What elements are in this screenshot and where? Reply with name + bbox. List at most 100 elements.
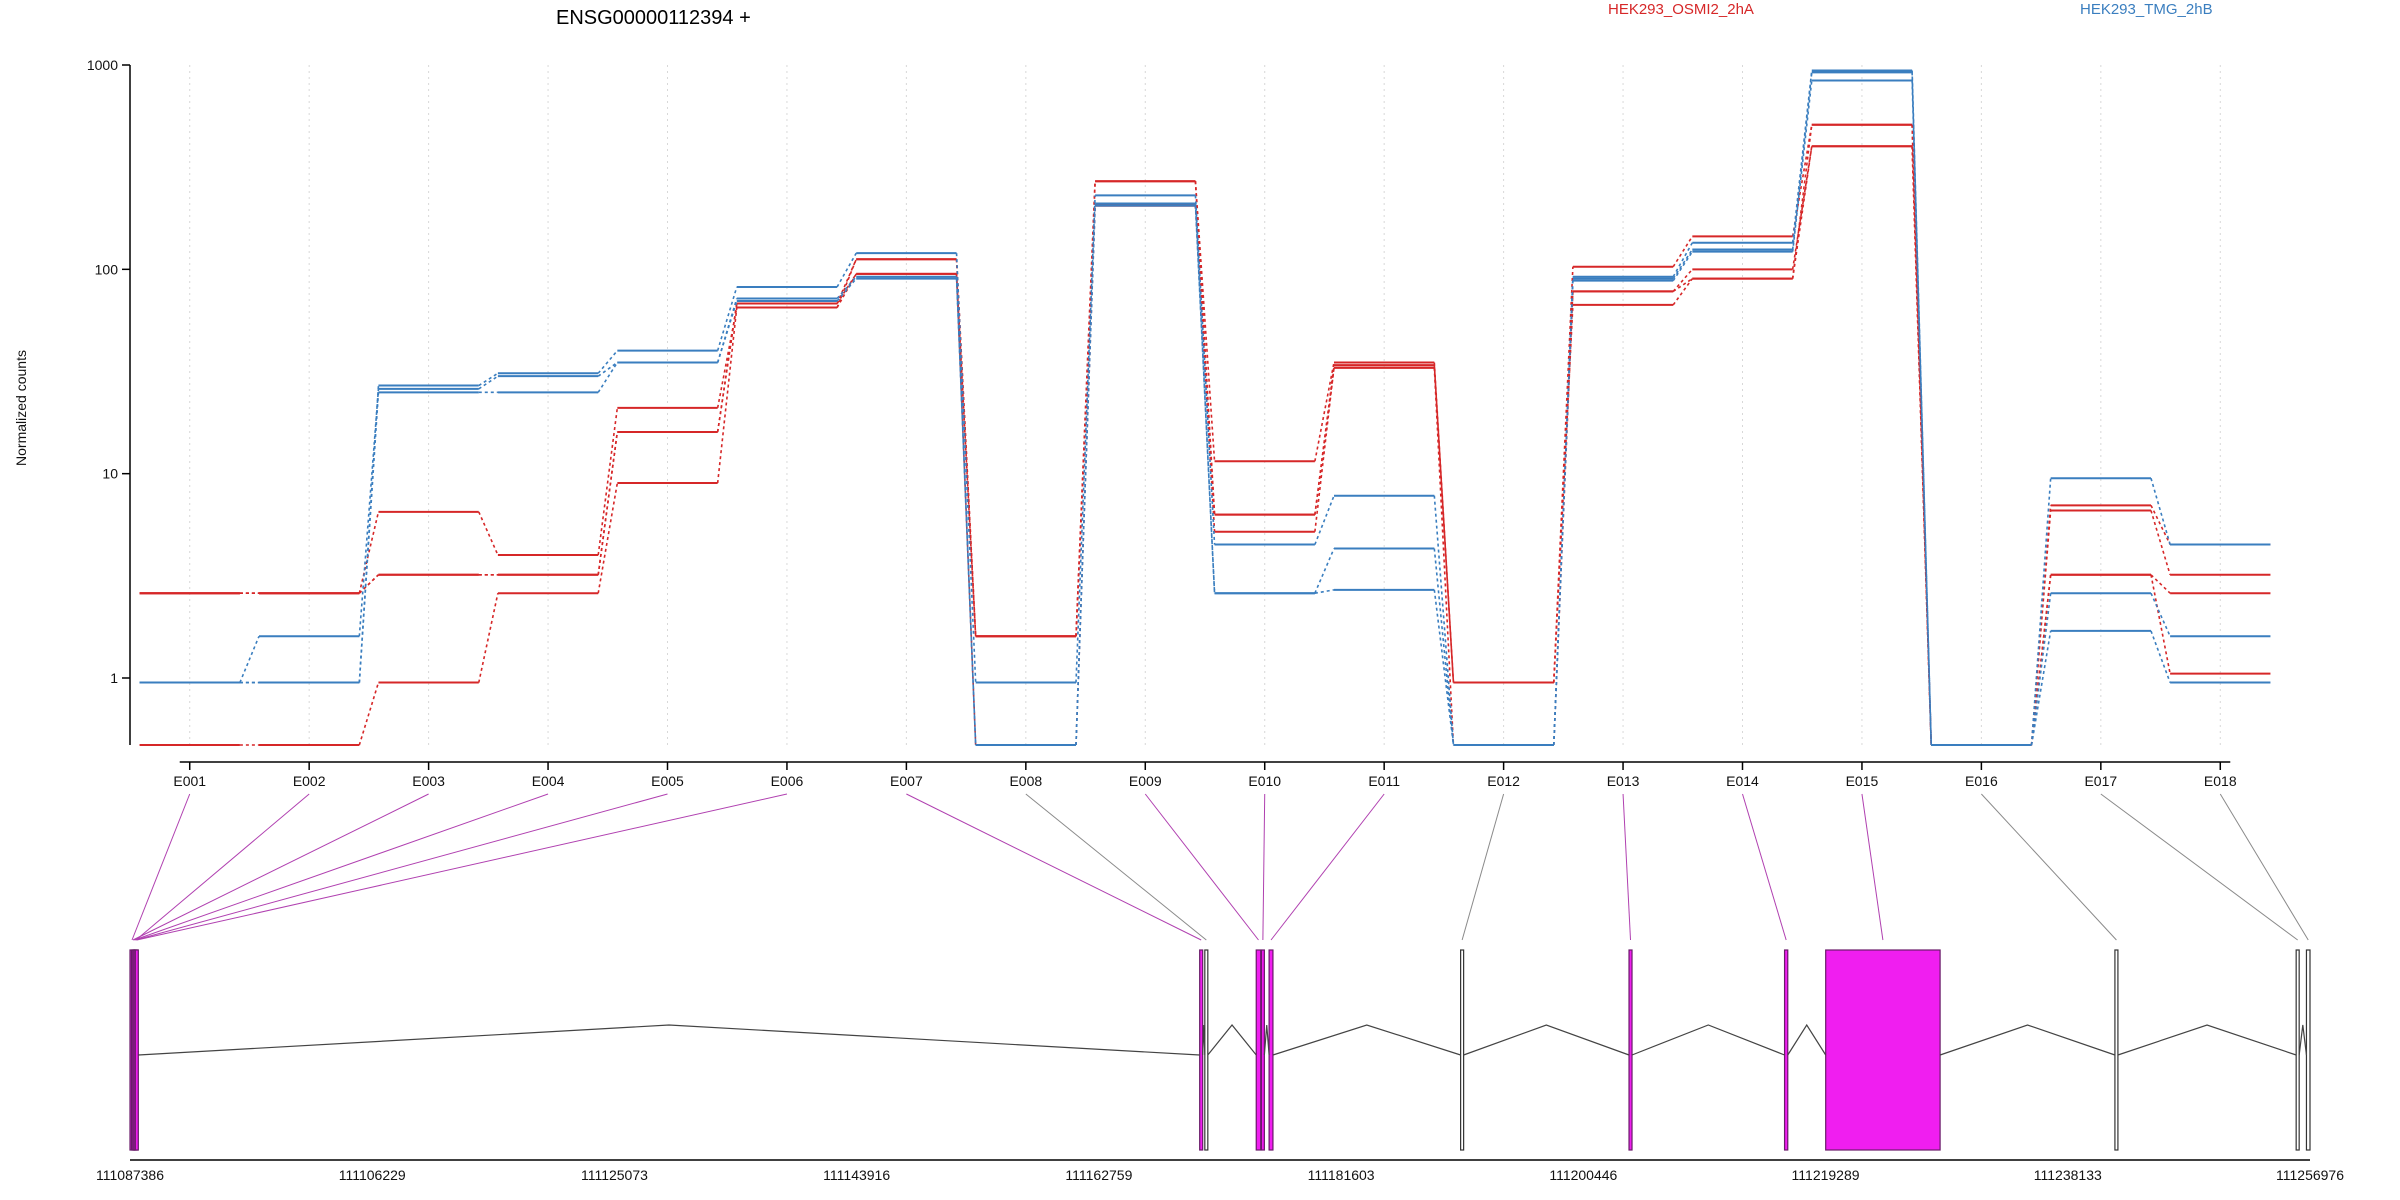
connector [1314,495,1335,545]
exon-box-E008 [1204,949,1209,1151]
connector [1314,367,1335,515]
exon-connector-E003 [132,793,429,941]
exon-box-E014 [1783,949,1789,1151]
intron-line [138,1024,1200,1056]
connector [1911,70,1933,746]
connector [1194,205,1216,594]
connector [1911,80,1933,746]
connector [1314,367,1335,532]
connector [1672,268,1693,292]
connector [597,407,619,556]
connector [597,361,618,377]
intron-line [1202,1024,1206,1056]
genomic-tick-label: 111200446 [1549,1167,1617,1183]
connector [358,388,380,637]
connector [478,372,499,387]
exon-connector-E005 [135,793,668,941]
connector [836,258,857,304]
genomic-tick-label: 111181603 [1308,1167,1375,1183]
connector [1314,589,1335,594]
exon-box-E007 [1199,949,1204,1151]
exon-connector-E014 [1742,793,1787,941]
connector [2030,574,2052,746]
x-tick-label: E017 [2084,773,2117,789]
exon-connector-E015 [1861,793,1884,941]
genomic-tick-label: 111219289 [1792,1167,1860,1183]
connector [1075,205,1096,746]
genomic-tick-label: 111087386 [96,1167,164,1183]
exon-box-E017 [2295,949,2300,1151]
connector [1433,367,1455,746]
exon-connector-E002 [135,793,310,941]
gene-model: 111087386 111106229 111125073 111143916 1111… [96,793,2344,1183]
connector [1672,249,1694,280]
exon-connector-E016 [1981,793,2117,941]
connector [1433,589,1455,746]
genomic-tick-label: 111106229 [339,1167,406,1183]
connector [239,635,260,683]
connector [597,362,619,393]
connector [358,574,379,594]
x-tick-label: E013 [1607,773,1640,789]
x-tick-label: E003 [412,773,445,789]
exon-connector-E018 [2219,793,2309,941]
series-red-3 [139,145,2271,746]
connector [2150,574,2171,594]
exon-connector-E012 [1461,793,1505,941]
genomic-tick-label: 111256976 [2276,1167,2344,1183]
series-red-1 [139,123,2271,746]
exon-box-E016 [2114,949,2119,1151]
x-tick-label: E005 [651,773,684,789]
x-tick-label: E014 [1726,773,1759,789]
genomic-tick-label: 111162759 [1065,1167,1132,1183]
connector [836,252,857,288]
connector [358,511,380,594]
connector [1075,181,1096,637]
connector [477,593,499,683]
exon-connector-E008 [1025,793,1207,941]
intron-line [1939,1024,2116,1056]
intron-line [1207,1024,1257,1056]
exon-box-E018 [2305,949,2311,1151]
connector [1791,80,1813,252]
x-tick-label: E002 [293,773,326,789]
connector [1314,548,1335,594]
exon-box-E012 [1460,949,1465,1151]
legend-item-osmi2: HEK293_OSMI2_2hA [1608,1,1754,18]
x-tick-label: E001 [173,773,206,789]
exon-box-E013 [1628,949,1633,1151]
connector [1552,304,1574,683]
exon-connector-E013 [1622,793,1632,941]
connector [358,682,380,746]
connector [1194,181,1216,462]
legend-item-tmg: HEK293_TMG_2hB [2080,1,2213,18]
exon-box-E006 [134,949,139,1151]
x-tick-label: E011 [1368,773,1400,789]
exon-box-E010 [1260,949,1265,1151]
connector [836,278,857,302]
series-blue-7 [139,79,2271,746]
intron-line [1787,1023,1827,1056]
exon-connector-E006 [136,793,788,941]
connector [2030,593,2052,746]
x-tick-label: E009 [1129,773,1162,789]
connector [2030,630,2052,746]
connector [955,259,977,637]
exon-box-E009 [1255,949,1262,1151]
plot-area: 1 10 100 1000 E001 E002 E003 E004 E005 E006 E007 E0… [87,57,2271,789]
connector [2030,510,2052,746]
connector [1672,235,1694,268]
exon-connector-E007 [906,793,1202,941]
exon-connector-E009 [1144,793,1259,941]
exon-connector-E011 [1270,793,1385,941]
connector [1433,365,1455,683]
connector [1672,278,1693,306]
connector [716,298,738,363]
connector [1791,146,1813,279]
x-tick-label: E007 [890,773,923,789]
series-red-2 [139,145,2271,746]
intron-line [2117,1024,2297,1056]
exon-connector-E017 [2100,793,2298,941]
y-tick-label: 100 [95,261,119,277]
